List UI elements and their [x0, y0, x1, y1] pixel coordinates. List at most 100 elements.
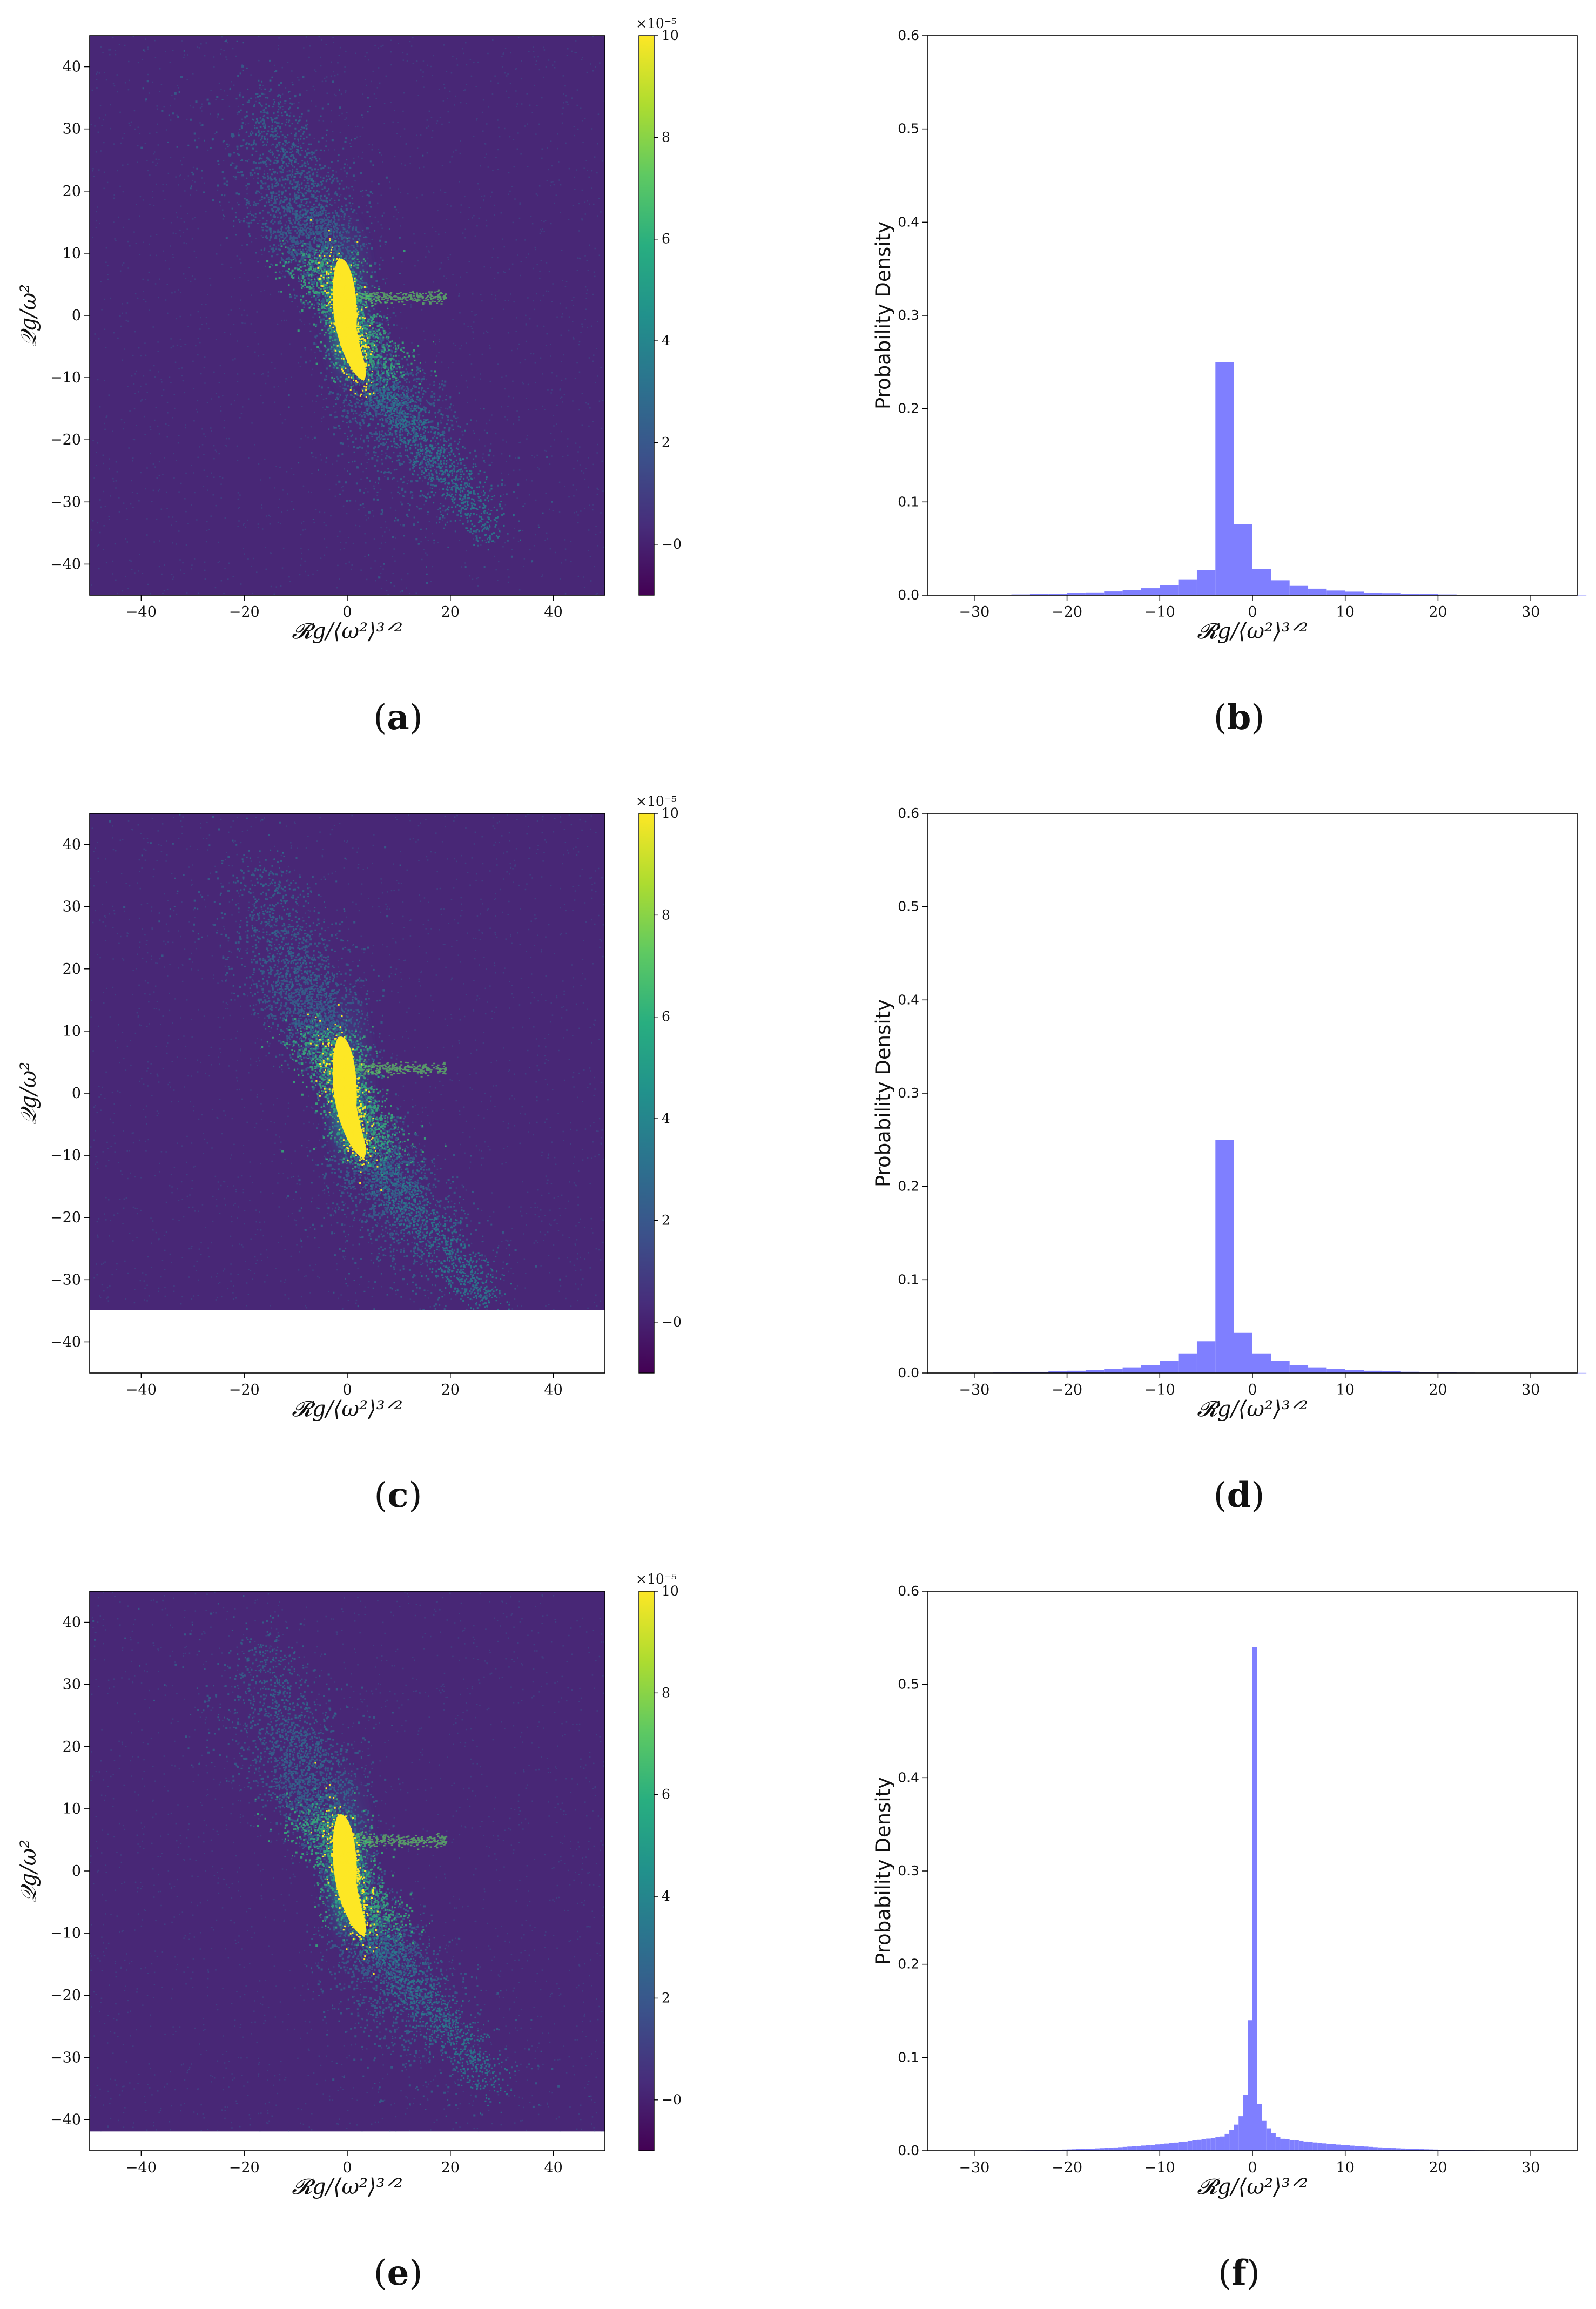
y-tick-label: −10	[50, 369, 81, 386]
colorbar-tick-label: 4	[662, 1110, 670, 1126]
histogram-bar	[1058, 2150, 1062, 2151]
histogram-bar	[1183, 2141, 1188, 2151]
y-tick-label: 10	[63, 245, 81, 262]
caption-letter: c	[388, 1475, 409, 1516]
x-tick-label: 40	[544, 2159, 562, 2176]
histogram-bar	[1271, 2133, 1276, 2151]
histogram-bar	[1326, 590, 1345, 595]
x-tick-label: 40	[544, 1382, 562, 1398]
colorbar-tick-label: 10	[662, 1583, 679, 1599]
histogram-bar	[1415, 2149, 1420, 2151]
y-tick-label: −10	[50, 1925, 81, 1942]
histogram-bar	[1048, 1371, 1067, 1373]
histogram-bar	[1048, 594, 1067, 595]
caption-e: (e)	[374, 2253, 423, 2293]
histogram-bar	[1386, 2148, 1392, 2151]
colorbar-tick-label: −0	[662, 536, 682, 552]
x-tick-label: −20	[229, 604, 260, 621]
histogram-bar	[1257, 2104, 1262, 2151]
histogram-bar	[1350, 2145, 1355, 2151]
y-tick-label: 0.5	[898, 1677, 919, 1692]
histogram-background	[928, 36, 1577, 595]
caption-c: (c)	[374, 1475, 422, 1516]
caption-paren-open: (	[374, 1476, 388, 1516]
heatmap-points	[90, 813, 605, 1310]
x-tick-label: −20	[1052, 2159, 1082, 2176]
caption-paren-close: )	[1247, 2253, 1260, 2293]
y-tick-label: 0.3	[898, 1863, 919, 1879]
y-tick-label: 0.0	[898, 587, 919, 603]
x-tick-label: −30	[959, 2159, 989, 2176]
heatmap-panel-e: −40 −30 −20 −10 0 10 20 30 40 −40 −20 0 20 40 𝓡g/⟨ω²⟩³…	[16, 1591, 605, 2199]
histogram-bar	[1029, 594, 1049, 595]
histogram-bar	[1206, 2138, 1211, 2151]
colorbar-tick-label: 8	[662, 129, 670, 145]
histogram-bar	[1174, 2142, 1179, 2151]
caption-letter: f	[1231, 2253, 1248, 2293]
x-tick-label: 30	[1521, 2159, 1540, 2176]
histogram-bar	[1104, 591, 1123, 595]
histogram-bar	[1312, 2142, 1318, 2151]
histogram-bar	[1359, 2146, 1364, 2151]
x-axis-label: 𝓡g/⟨ω²⟩³ᐟ²	[1197, 2175, 1308, 2199]
caption-letter: a	[387, 697, 409, 738]
histogram-bar	[1164, 2143, 1169, 2151]
histogram-bar	[1224, 2133, 1230, 2151]
histogram-bar	[1215, 1140, 1234, 1373]
x-tick-label: 10	[1336, 2159, 1355, 2176]
caption-paren-open: (	[1218, 2253, 1231, 2293]
histogram-bar	[1220, 2136, 1225, 2151]
heatmap-cloud	[140, 36, 553, 592]
histogram-bar	[1104, 2148, 1109, 2151]
y-tick-label: 0.4	[898, 1769, 919, 1785]
heatmap-tail	[349, 1896, 516, 2115]
histogram-bar	[1085, 2149, 1090, 2151]
colorbar-scale-label: ×10⁻⁵	[636, 793, 677, 809]
histogram-bar	[1095, 2148, 1100, 2151]
heatmap-upper-tail	[229, 59, 364, 295]
histogram-bar	[1146, 2145, 1151, 2151]
y-tick-label: 0.6	[898, 28, 919, 43]
x-tick-label: 0	[342, 2159, 352, 2176]
histogram-bar	[1053, 2150, 1058, 2151]
histogram-bar	[1400, 2148, 1406, 2151]
y-tick-label: 0.1	[898, 494, 919, 509]
colorbar-tick-label: 6	[662, 231, 670, 247]
histogram-bar	[1354, 2146, 1359, 2151]
caption-paren-close: )	[408, 1476, 422, 1516]
colorbar-tick-label: −0	[662, 2092, 682, 2108]
y-tick-label: 0.0	[898, 2143, 919, 2158]
x-tick-label: −10	[1144, 2159, 1175, 2176]
histogram-bar	[1285, 2139, 1290, 2151]
histogram-bar	[1341, 2145, 1345, 2151]
histogram-bars	[955, 362, 1587, 596]
y-tick-label: −30	[50, 1271, 81, 1288]
colorbar-scale-label: ×10⁻⁵	[636, 1571, 677, 1587]
histogram-bar	[1234, 1332, 1252, 1373]
colorbar-tick-label: 2	[662, 1990, 670, 2005]
histogram-bar	[1127, 2146, 1132, 2151]
x-tick-label: −40	[126, 2159, 157, 2176]
histogram-bar	[1243, 2095, 1248, 2151]
histogram-bar	[1331, 2144, 1336, 2151]
y-tick-label: 40	[63, 837, 81, 853]
histogram-bar	[1419, 594, 1438, 595]
histogram-bar	[1196, 2139, 1202, 2151]
heatmap-panel-c: −40 −30 −20 −10 0 10 20 30 40 −40 −20 0 20 40 𝓡g/⟨ω²⟩³…	[16, 813, 605, 1422]
x-tick-label: −30	[959, 1382, 989, 1398]
histogram-bar	[1155, 2144, 1160, 2151]
colorbar-tick-label: 4	[662, 333, 670, 348]
y-axis-label: Probability Density	[872, 1777, 895, 1965]
colorbar-tick-label: 8	[662, 907, 670, 923]
histogram-bar	[1029, 1371, 1049, 1373]
histogram-bar	[1289, 1365, 1309, 1373]
caption-b: (b)	[1214, 697, 1265, 738]
colorbar-a: −0 2 4 6 8 10×10⁻⁵	[636, 16, 682, 596]
histogram-bar	[1196, 1341, 1216, 1373]
caption-letter: e	[387, 2253, 409, 2293]
histogram-bar	[1373, 2147, 1378, 2151]
histogram-bar	[1067, 2149, 1072, 2151]
y-tick-label: 30	[63, 1677, 81, 1693]
y-axis-label: 𝒬g/ω²	[16, 284, 41, 347]
